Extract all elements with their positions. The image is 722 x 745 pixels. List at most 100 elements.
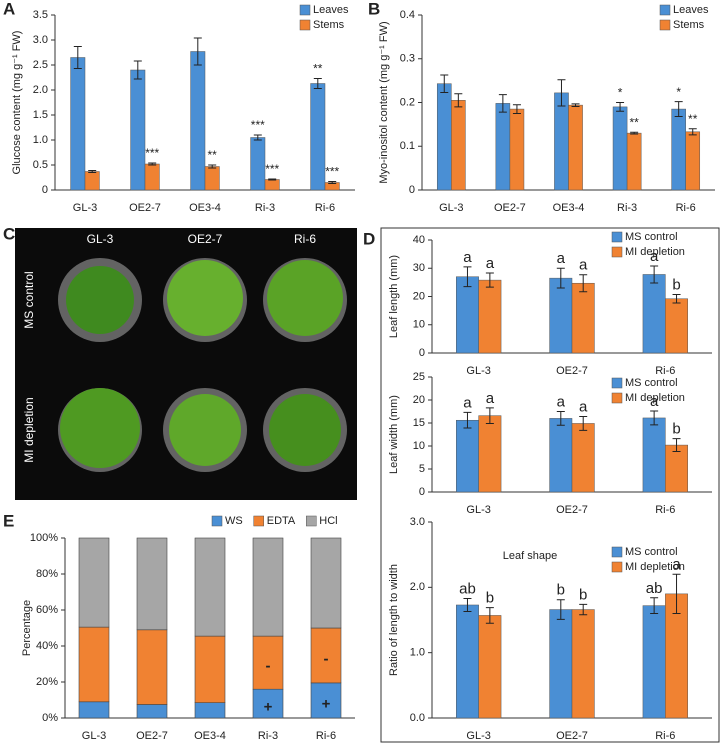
bar-segment: [136, 629, 168, 705]
x-tick-label: OE2-7: [129, 202, 161, 214]
panel-letter: C: [3, 224, 15, 243]
error-bar: [208, 164, 217, 169]
photo: C GL-3 OE2-7 Ri-6 MS control MI depletio…: [3, 224, 357, 500]
y-tick-label: 2.0: [410, 581, 425, 593]
x-tick-label: GL-3: [439, 202, 463, 214]
annotation: b: [672, 421, 680, 438]
x-tick-label: Ri-3: [258, 730, 278, 742]
error-bar: [133, 60, 142, 80]
bar: [264, 179, 280, 191]
x-tick-label: Ri-6: [655, 730, 675, 742]
bar: [190, 51, 206, 191]
error-bar: [485, 407, 494, 424]
y-tick-label: 0: [419, 486, 425, 498]
error-bar: [630, 131, 639, 135]
error-bar: [672, 294, 681, 304]
x-tick-label: Ri-6: [655, 504, 675, 516]
annotation: b: [486, 590, 494, 607]
error-bar: [498, 94, 507, 113]
y-tick-label: 3.5: [33, 9, 48, 21]
legend-swatch: [611, 246, 623, 258]
y-tick-label: 0.2: [400, 96, 415, 108]
annotation: ***: [251, 118, 265, 132]
annotation: a: [557, 250, 566, 267]
legend-label: Leaves: [313, 4, 349, 16]
y-tick-label: 60%: [36, 604, 58, 616]
error-bar: [688, 128, 697, 136]
bar: [310, 83, 326, 191]
annotation: a: [463, 249, 472, 266]
bar: [451, 100, 466, 191]
bar: [571, 423, 595, 493]
annotation: **: [688, 112, 698, 126]
bar-segment: [78, 537, 110, 628]
annotation: *: [676, 85, 681, 99]
y-axis-label: Leaf length (mm): [388, 255, 400, 338]
bar: [642, 417, 666, 493]
bar-segment: [310, 537, 342, 629]
legend-label: HCl: [319, 515, 337, 527]
y-tick-label: 1.5: [33, 109, 48, 121]
plants: [58, 258, 347, 472]
bar: [642, 274, 666, 354]
error-bar: [556, 411, 565, 426]
annotation: a: [486, 255, 495, 272]
annotation: **: [208, 148, 218, 162]
y-tick-label: 10: [413, 319, 425, 331]
x-tick-label: OE2-7: [494, 202, 526, 214]
bar: [144, 163, 160, 191]
bar-segment: [252, 537, 284, 637]
legend-label: Leaves: [673, 4, 709, 16]
error-bar: [463, 597, 472, 613]
y-axis-label: Ratio of length to width: [388, 564, 400, 676]
legend-label: MI depletion: [625, 392, 685, 404]
legend-swatch: [611, 546, 623, 558]
y-axis-label: Leaf width (mm): [388, 395, 400, 474]
bar: [478, 279, 502, 354]
error-bar: [557, 79, 566, 107]
annotation: **: [313, 62, 323, 76]
row-label: MI depletion: [22, 397, 36, 462]
y-tick-label: 0: [42, 184, 48, 196]
x-tick-label: OE3-4: [553, 202, 585, 214]
bar: [250, 137, 266, 191]
bar: [671, 108, 686, 191]
x-tick-label: Ri-6: [315, 202, 335, 214]
bar: [554, 92, 569, 191]
y-axis-label: Glucose content (mg g⁻¹ FW): [11, 31, 23, 175]
x-tick-label: OE2-7: [136, 730, 168, 742]
y-tick-label: 20: [413, 394, 425, 406]
y-tick-label: 80%: [36, 568, 58, 580]
legend-swatch: [659, 19, 671, 31]
x-tick-label: Ri-3: [617, 202, 637, 214]
panel-letter: D: [363, 229, 375, 248]
y-tick-label: 0.0: [410, 712, 425, 724]
annotation: ab: [646, 580, 663, 597]
error-bar: [485, 272, 494, 288]
bar: [478, 415, 502, 493]
error-bar: [579, 274, 588, 293]
y-tick-label: 0.3: [400, 53, 415, 65]
error-bar: [73, 46, 82, 69]
error-bar: [313, 78, 322, 89]
bar: [204, 166, 220, 191]
legend-label: MI depletion: [625, 246, 685, 258]
annotation: a: [463, 394, 472, 411]
legend-label: MS control: [625, 231, 678, 243]
x-tick-label: Ri-6: [316, 730, 336, 742]
column-label: Ri-6: [294, 232, 316, 246]
bar: [495, 103, 511, 191]
bar: [571, 282, 595, 354]
bar: [70, 57, 86, 191]
legend-label: Stems: [313, 19, 345, 31]
annotation: a: [650, 248, 659, 265]
bar: [130, 69, 146, 191]
x-tick-label: OE2-7: [556, 504, 588, 516]
error-bar: [650, 597, 659, 614]
legend-label: Stems: [673, 19, 705, 31]
bar: [626, 132, 642, 191]
bar: [509, 108, 525, 191]
annotation: a: [486, 390, 495, 407]
legend-swatch: [253, 515, 264, 527]
legend-swatch: [299, 4, 311, 16]
